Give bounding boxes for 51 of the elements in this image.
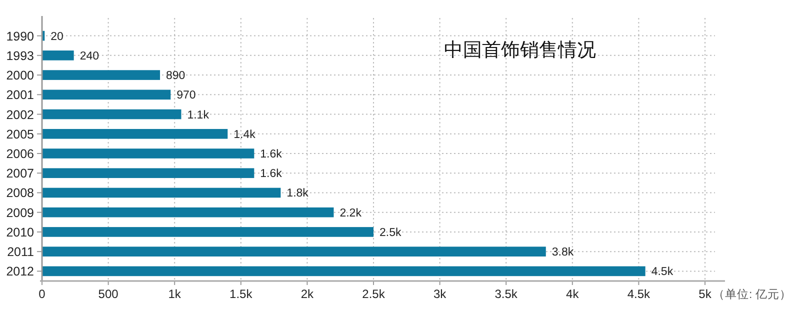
- y-tick-label: 2001: [6, 88, 34, 102]
- bar: [42, 50, 74, 60]
- y-tick-label: 2008: [6, 186, 34, 200]
- bar: [42, 109, 182, 120]
- data-label: 4.5k: [651, 266, 674, 278]
- data-label: 890: [166, 70, 186, 82]
- y-tick-label: 2012: [6, 264, 34, 279]
- data-label: 3.8k: [552, 246, 574, 259]
- y-tick-label: 1990: [6, 29, 34, 44]
- bar: [42, 266, 646, 276]
- y-tick-label: 2005: [6, 127, 34, 142]
- y-tick-label: 2002: [6, 108, 34, 122]
- y-tick-label: 1993: [6, 48, 34, 63]
- text: 中国首饰销售情况: [444, 40, 596, 61]
- x-tick-label: 0: [38, 287, 46, 301]
- data-label: 2.2k: [340, 207, 362, 220]
- data-label: 2.5k: [380, 226, 402, 239]
- y-tick-label: 2000: [6, 68, 34, 83]
- data-label: 1.8k: [286, 188, 309, 200]
- bar: [42, 70, 160, 80]
- data-label: 1.1k: [187, 109, 210, 122]
- bar: [42, 207, 334, 218]
- y-tick-label: 2010: [6, 225, 34, 240]
- y-tick-label: 2007: [6, 166, 34, 181]
- x-tick-label: 500: [98, 287, 119, 301]
- x-tick-label: 3k: [433, 287, 448, 301]
- y-tick-label: 2006: [6, 147, 34, 161]
- bar: [42, 227, 374, 237]
- bar: [42, 90, 171, 100]
- data-label: 1.6k: [260, 168, 282, 180]
- x-tick-label: 3.5k: [494, 287, 518, 301]
- x-tick-label: 4k: [566, 287, 580, 301]
- bar: [42, 128, 228, 139]
- x-axis-title: （单位: 亿元）: [713, 288, 792, 301]
- data-label: 240: [80, 50, 100, 62]
- x-tick-label: 1.5k: [230, 287, 254, 301]
- data-label: 20: [50, 30, 64, 43]
- x-tick-label: 1k: [168, 287, 182, 301]
- bar: [42, 168, 254, 178]
- x-tick-label: 4.5k: [627, 287, 652, 301]
- x-tick-label: 2.5k: [362, 287, 386, 301]
- bar: [42, 246, 546, 256]
- y-tick-label: 2009: [6, 206, 34, 220]
- x-tick-label: 2k: [300, 287, 315, 301]
- data-label: 1.6k: [260, 148, 282, 160]
- data-label: 1.4k: [234, 128, 256, 141]
- data-label: 970: [176, 90, 196, 102]
- x-tick-label: 5k: [698, 287, 712, 301]
- bar: [42, 188, 281, 198]
- bar: [42, 148, 254, 158]
- y-tick-label: 2011: [7, 245, 34, 260]
